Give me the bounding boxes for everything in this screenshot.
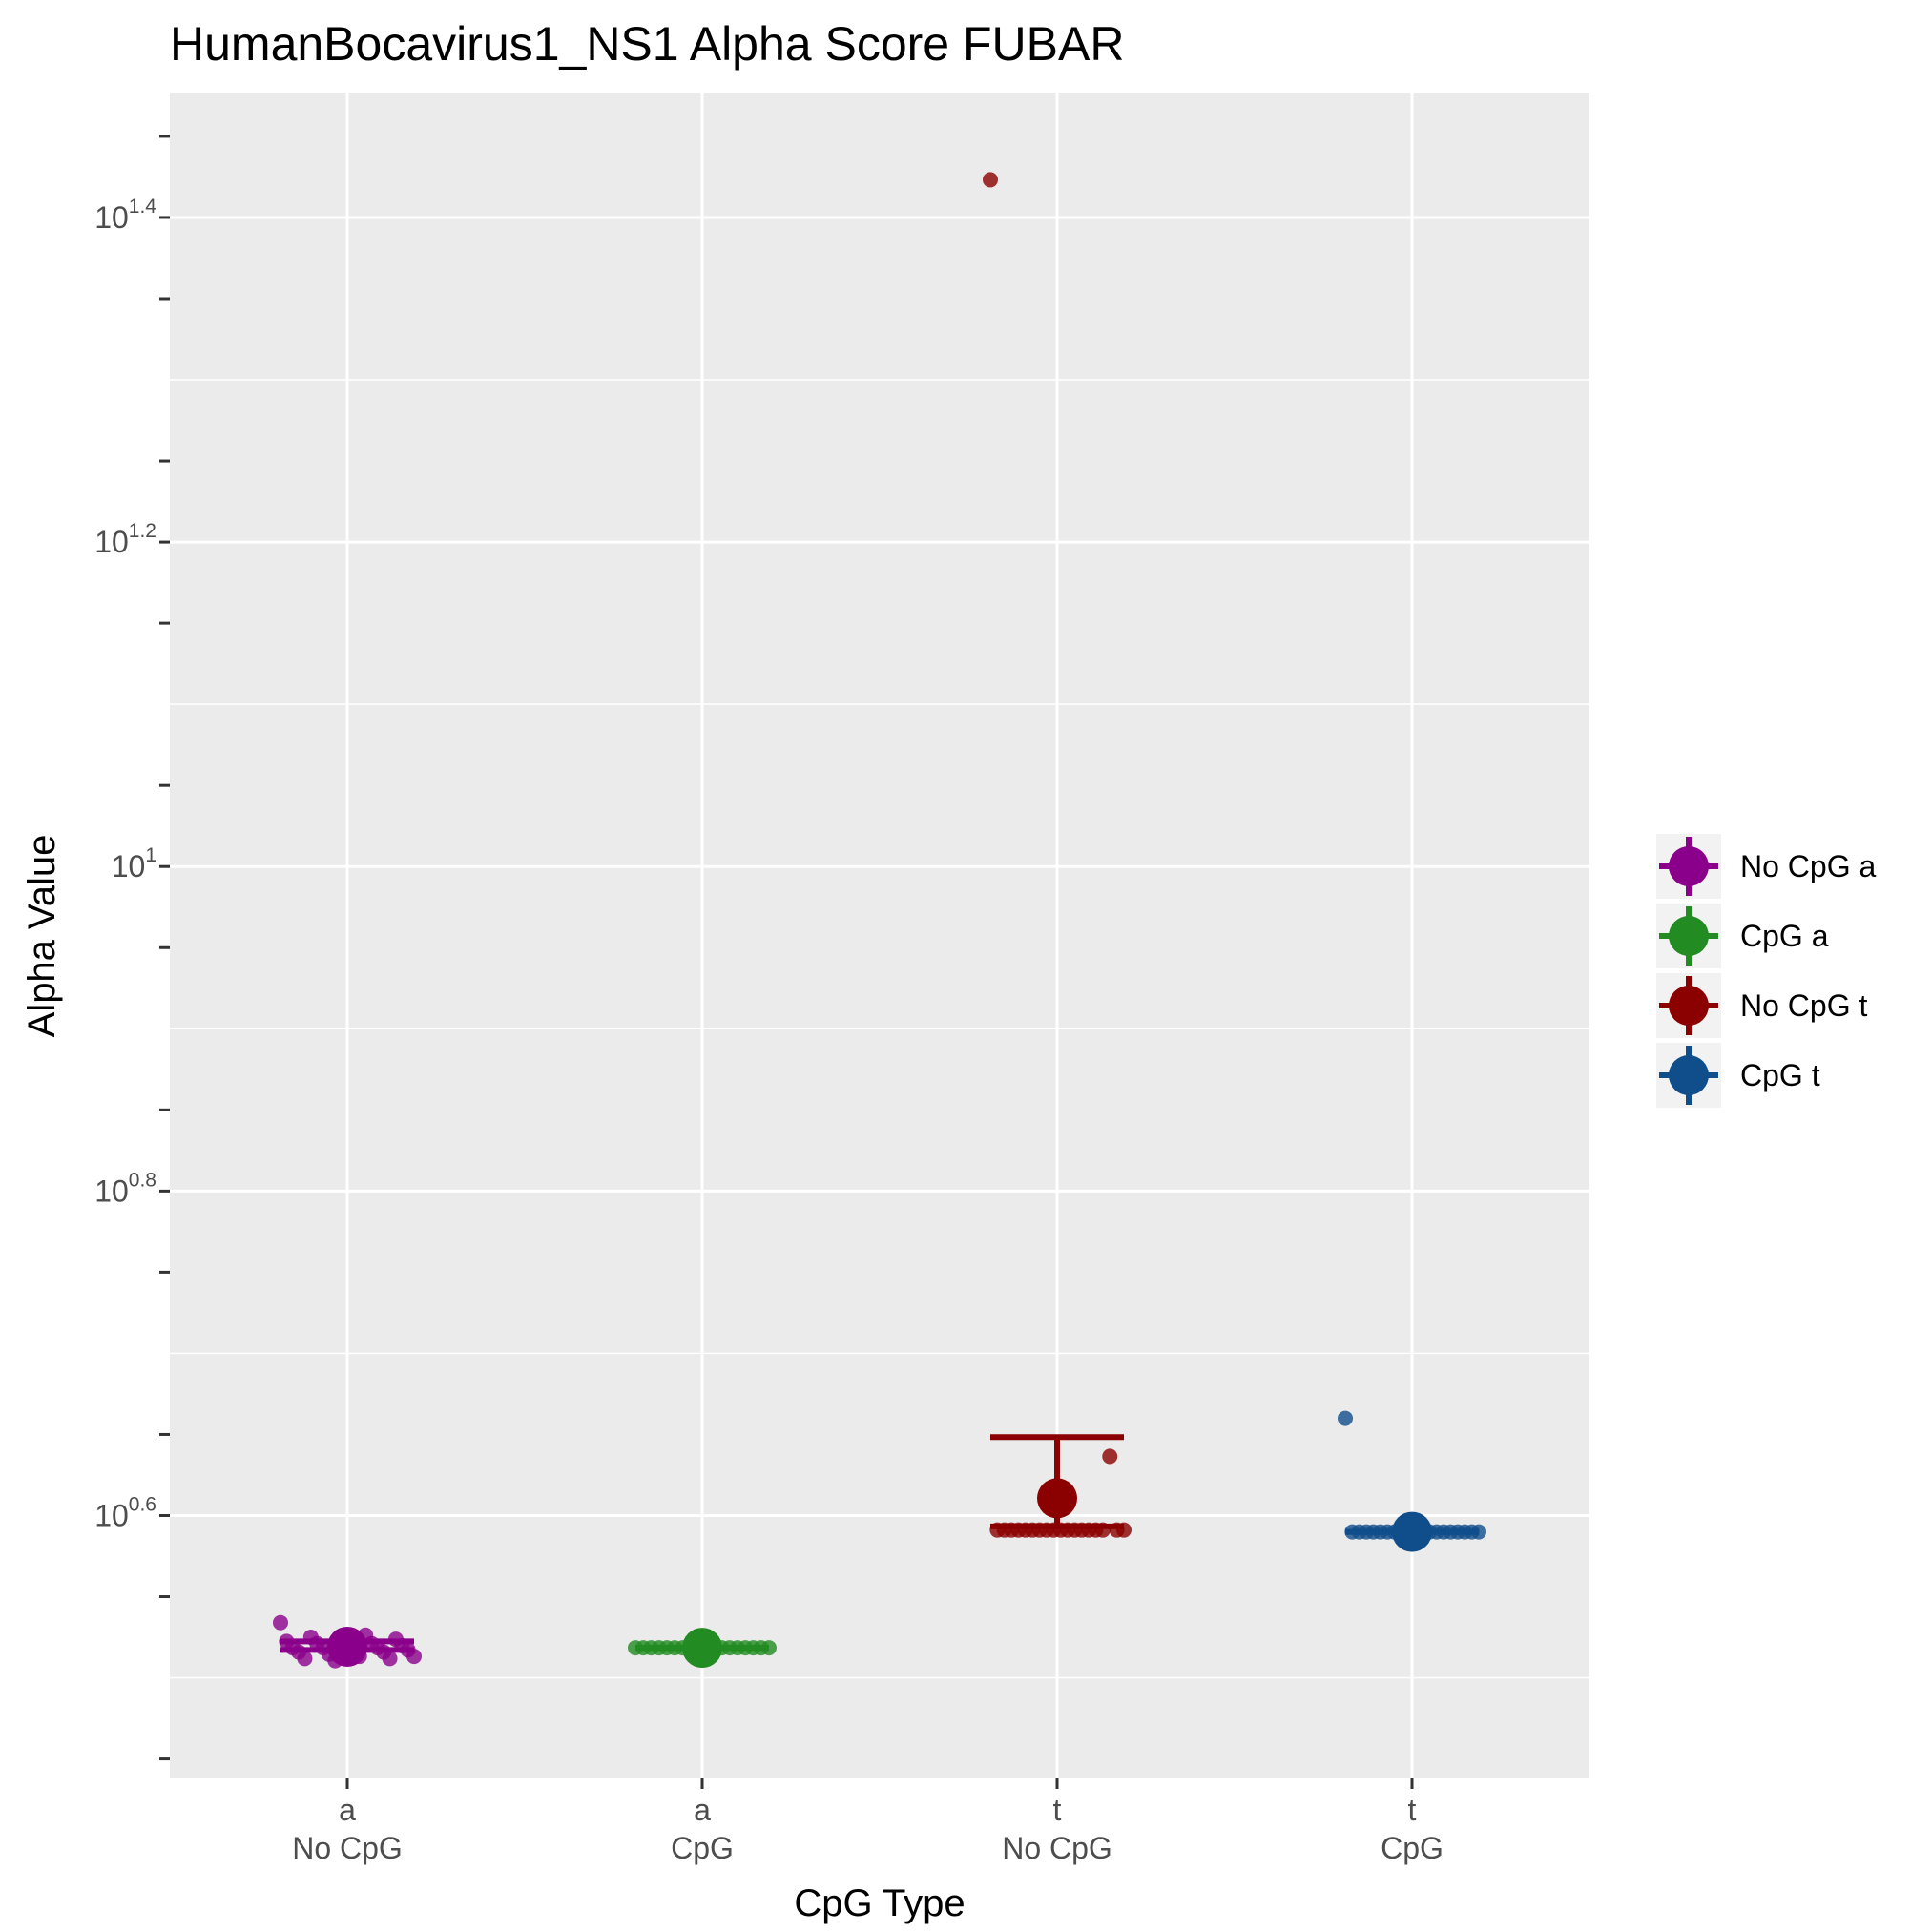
data-point <box>297 1651 313 1667</box>
y-tick-label: 101.4 <box>94 196 156 235</box>
x-tick-label: a <box>694 1793 711 1827</box>
mean-point <box>682 1628 722 1669</box>
x-tick-label: No CpG <box>1002 1831 1112 1865</box>
legend-label: No CpG t <box>1740 988 1867 1023</box>
legend-item: No CpG t <box>1656 973 1867 1038</box>
legend-item: CpG a <box>1656 904 1829 968</box>
grid-lines <box>170 93 1589 1778</box>
y-tick-label: 100.8 <box>94 1169 156 1208</box>
data-marks <box>273 172 1486 1669</box>
y-tick-label: 101.2 <box>94 520 156 559</box>
y-axis: 100.6 100.8 101 101.2 101.4 <box>94 135 170 1761</box>
legend-label: CpG a <box>1740 919 1829 953</box>
y-tick-label: 101 <box>112 844 156 883</box>
legend-item: CpG t <box>1656 1043 1820 1108</box>
legend: No CpG a CpG a No CpG t CpG t <box>1656 834 1876 1108</box>
data-point <box>1338 1410 1353 1426</box>
legend-label: CpG t <box>1740 1058 1820 1092</box>
series-no-cpg-t <box>983 172 1132 1538</box>
data-point <box>382 1651 398 1667</box>
y-tick-label: 100.6 <box>94 1493 156 1532</box>
x-tick-label: a <box>339 1793 356 1827</box>
legend-marker <box>1669 1055 1709 1095</box>
x-tick-label: CpG <box>671 1831 734 1865</box>
legend-marker <box>1669 846 1709 886</box>
mean-point <box>327 1626 367 1667</box>
mean-point <box>1392 1511 1432 1552</box>
x-axis: a No CpG a CpG t No CpG t CpG <box>292 1778 1444 1865</box>
x-tick-label: t <box>1053 1793 1062 1827</box>
x-axis-title: CpG Type <box>794 1882 965 1924</box>
series-cpg-t <box>1338 1410 1486 1552</box>
x-tick-label: CpG <box>1381 1831 1444 1865</box>
chart-title: HumanBocavirus1_NS1 Alpha Score FUBAR <box>170 17 1124 71</box>
legend-label: No CpG a <box>1740 849 1876 883</box>
series-cpg-a <box>628 1628 777 1669</box>
data-point <box>1102 1448 1118 1465</box>
mean-point <box>1037 1478 1077 1519</box>
y-axis-title: Alpha Value <box>21 835 63 1038</box>
data-point <box>983 172 998 188</box>
x-tick-label: No CpG <box>292 1831 403 1865</box>
legend-marker <box>1669 986 1709 1026</box>
series-no-cpg-a <box>273 1614 422 1669</box>
x-tick-label: t <box>1408 1793 1417 1827</box>
legend-marker <box>1669 916 1709 956</box>
plot-panel <box>170 93 1589 1778</box>
data-point <box>273 1614 288 1631</box>
legend-item: No CpG a <box>1656 834 1876 899</box>
